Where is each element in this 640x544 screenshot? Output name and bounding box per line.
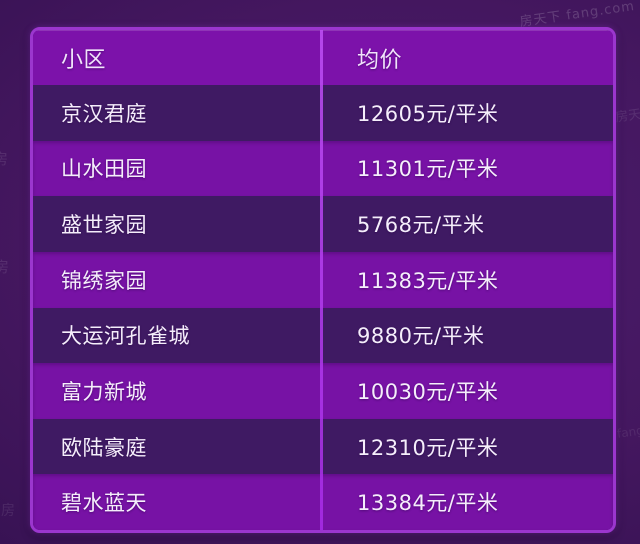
community-name-cell: 大运河孔雀城 <box>61 324 190 349</box>
price-cell: 12605元/平米 <box>357 101 499 126</box>
table-row: 大运河孔雀城 9880元/平米 <box>33 307 613 364</box>
community-name-cell: 富力新城 <box>61 379 147 404</box>
table-row: 碧水蓝天 13384元/平米 <box>33 474 613 530</box>
community-name-cell: 山水田园 <box>61 157 147 182</box>
table-row: 富力新城 10030元/平米 <box>33 363 613 419</box>
table-row: 欧陆豪庭 12310元/平米 <box>33 418 613 475</box>
price-cell: 10030元/平米 <box>357 379 499 404</box>
watermark-fragment: 房 <box>0 150 9 168</box>
watermark-fragment: 房 <box>0 258 10 276</box>
community-name-cell: 碧水蓝天 <box>61 491 147 516</box>
price-cell: 11301元/平米 <box>357 157 499 182</box>
table-row: 锦绣家园 11383元/平米 <box>33 251 613 308</box>
price-cell: 13384元/平米 <box>357 491 499 516</box>
community-price-table: 小区 均价 京汉君庭 12605元/平米 山水田园 11301元/平米 盛世家园… <box>30 27 616 533</box>
table-row: 盛世家园 5768元/平米 <box>33 196 613 252</box>
table-body: 京汉君庭 12605元/平米 山水田园 11301元/平米 盛世家园 5768元… <box>33 85 613 530</box>
community-name-cell: 京汉君庭 <box>61 101 147 126</box>
community-name-cell: 盛世家园 <box>61 213 147 238</box>
price-cell: 11383元/平米 <box>357 268 499 293</box>
table-row: 京汉君庭 12605元/平米 <box>33 85 613 141</box>
price-cell: 5768元/平米 <box>357 213 485 238</box>
community-name-cell: 欧陆豪庭 <box>61 435 147 460</box>
watermark-fragment: 房天下 <box>614 105 640 126</box>
column-divider <box>320 30 323 530</box>
watermark-fragment: fang <box>616 423 640 441</box>
watermark-fragment: 房 <box>1 503 15 519</box>
fangcom-watermark: 房天下 fang.com <box>518 0 636 30</box>
price-cell: 12310元/平米 <box>357 435 499 460</box>
table-header-row: 小区 均价 <box>33 30 613 85</box>
column-header-community: 小区 <box>61 47 107 73</box>
community-name-cell: 锦绣家园 <box>61 268 147 293</box>
price-cell: 9880元/平米 <box>357 324 485 349</box>
table-row: 山水田园 11301元/平米 <box>33 140 613 197</box>
column-header-price: 均价 <box>357 47 403 73</box>
